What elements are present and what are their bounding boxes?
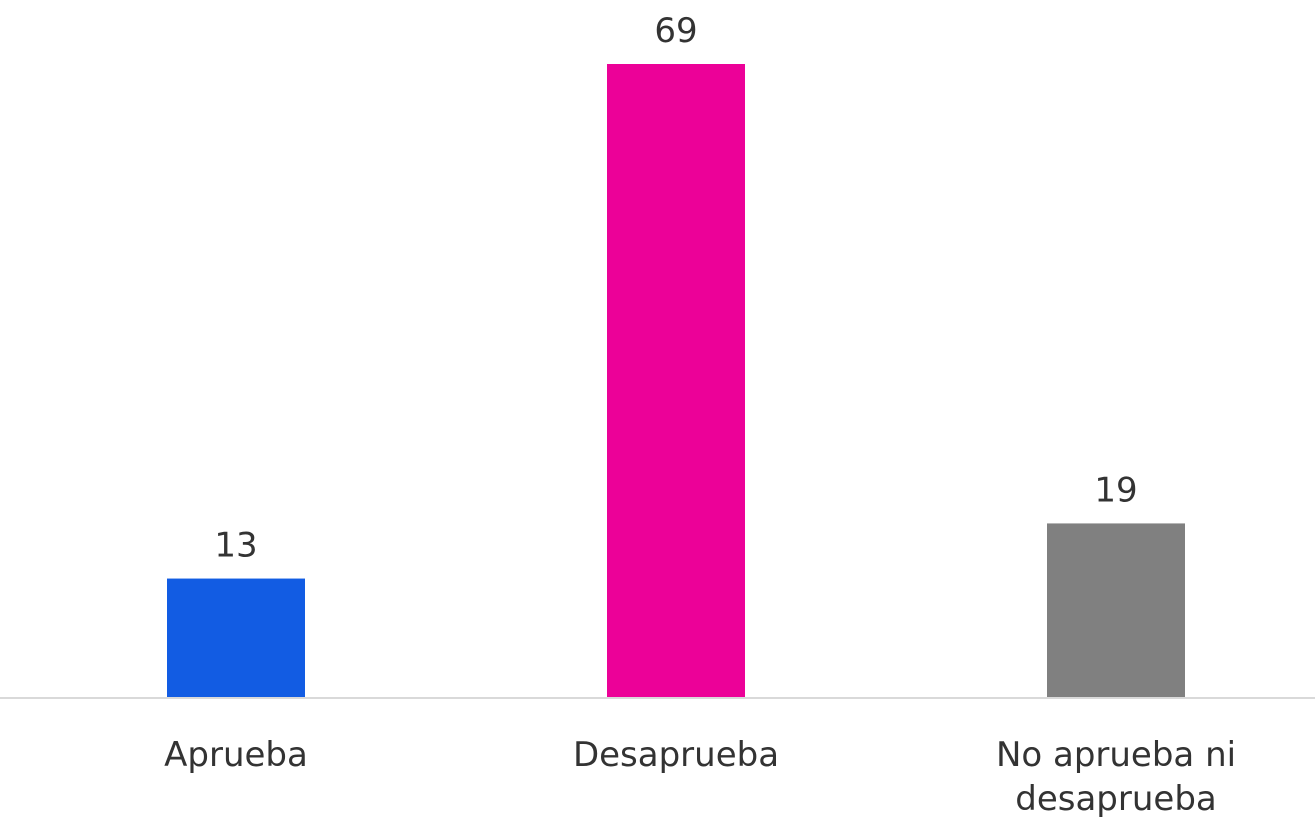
bar xyxy=(1047,523,1185,698)
category-label-line: No aprueba ni xyxy=(996,735,1236,775)
data-label: 13 xyxy=(214,526,257,566)
category-label: Desaprueba xyxy=(573,735,779,775)
bar xyxy=(167,578,305,698)
category-label-line: desaprueba xyxy=(1015,779,1217,819)
category-label: No aprueba ni desaprueba xyxy=(996,735,1236,819)
category-labels-group: Aprueba Desaprueba No aprueba ni desaprueba xyxy=(164,735,1236,819)
value-labels-group: 13 69 19 xyxy=(214,11,1137,566)
data-label: 19 xyxy=(1094,470,1137,510)
category-label: Aprueba xyxy=(164,735,308,775)
bars-group xyxy=(167,64,1185,698)
bar xyxy=(607,64,745,698)
data-label: 69 xyxy=(654,11,697,51)
category-label-line: Desaprueba xyxy=(573,735,779,775)
category-label-line: Aprueba xyxy=(164,735,308,775)
